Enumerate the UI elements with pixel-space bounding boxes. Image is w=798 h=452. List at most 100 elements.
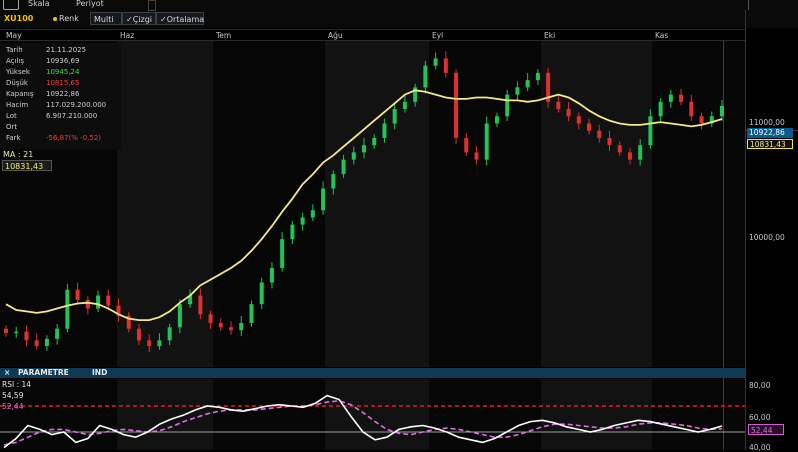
info-value: 6.907.210.000 (46, 112, 98, 120)
rsi-tag: 52,44 (748, 424, 784, 435)
ma-line (5, 89, 723, 322)
multi-button[interactable]: Multi (90, 12, 122, 25)
candle-body (229, 327, 234, 331)
candle-body (709, 116, 714, 124)
candle-body (607, 137, 612, 146)
info-value: 117.029.200.000 (46, 101, 107, 109)
candle-body (218, 322, 223, 328)
month-band (325, 379, 429, 450)
candle-body (177, 304, 182, 328)
candle-body (474, 152, 479, 160)
ma-price-tag: 10831,43 (747, 139, 793, 149)
last-price-tag: 10922,86 (747, 128, 793, 138)
candle-body (566, 109, 571, 117)
candle-body (546, 72, 551, 102)
info-value: 10815,65 (46, 79, 80, 87)
rsi-value: 54,59 (2, 391, 24, 400)
candle-body (290, 224, 295, 240)
close-icon[interactable]: × (4, 368, 11, 377)
info-value: 10936,69 (46, 57, 80, 65)
candle-body (157, 340, 162, 347)
candle-body (280, 239, 285, 269)
month-band (541, 41, 652, 367)
candle-body (392, 109, 397, 124)
candle-body (362, 145, 366, 153)
month-label: Eki (544, 31, 556, 40)
candle-body (65, 289, 70, 329)
candle-body (331, 174, 336, 189)
rsi-ma-line (3, 399, 723, 446)
candle-body (433, 58, 438, 66)
candle-body (106, 295, 111, 306)
indicator-panel-header: × PARAMETRE IND (0, 368, 745, 378)
month-label: May (6, 31, 22, 40)
candle-body (638, 145, 643, 160)
candle-body (116, 305, 121, 316)
month-band (541, 379, 652, 450)
save-icon[interactable] (3, 0, 19, 10)
check-icon: ✓ (126, 15, 133, 24)
candle-body (679, 94, 684, 102)
candle-body (556, 101, 561, 110)
month-band (429, 379, 541, 450)
month-band (213, 379, 325, 450)
rsi-axis-label: 40,00 (749, 443, 771, 452)
symbol-label[interactable]: XU100 (4, 14, 34, 23)
price-axis-label: 10000,00 (749, 233, 785, 242)
candle-body (699, 116, 704, 124)
month-label: Tem (216, 31, 232, 40)
candle-body (372, 137, 377, 146)
parameter-tab[interactable]: PARAMETRE (18, 368, 69, 377)
candle-body (402, 101, 407, 110)
candle-body (535, 72, 540, 81)
month-band (429, 41, 541, 367)
ohlc-info-box: Tarih 21.11.2025 Açılış 10936,69 Yüksek 109… (0, 43, 121, 149)
month-band (325, 41, 429, 367)
color-button[interactable]: Renk (50, 12, 86, 25)
info-value: -56,87(% -0,52) (46, 134, 102, 142)
candle-body (597, 130, 602, 138)
rsi-ma-value: 52,44 (2, 402, 24, 411)
rsi-axis-label: 80,00 (749, 381, 771, 390)
info-label: Tarih (6, 46, 23, 54)
info-label: Fark (6, 134, 21, 142)
ind-tab[interactable]: IND (92, 368, 108, 377)
average-button[interactable]: ✓Ortalama (156, 12, 204, 25)
info-label: Kapanış (6, 90, 34, 98)
candle-body (648, 116, 653, 146)
month-label: Haz (120, 31, 135, 40)
candle-body (587, 123, 592, 131)
info-value: 10922,86 (46, 90, 80, 98)
info-label: Ort (6, 123, 18, 131)
candle-body (423, 65, 428, 88)
candle-body (515, 87, 520, 95)
line-button[interactable]: ✓Çizgi (122, 12, 156, 25)
candle-body (239, 322, 244, 331)
candle-body (464, 137, 469, 153)
candle-body (44, 338, 49, 347)
candle-body (720, 105, 724, 117)
candle-body (617, 145, 622, 153)
info-label: Lot (6, 112, 17, 120)
candle-body (525, 80, 530, 88)
period-button[interactable]: Periyot (76, 0, 104, 8)
candle-body (351, 152, 356, 160)
rsi-label: RSI : 14 (2, 380, 32, 389)
candle-body (96, 295, 101, 309)
info-label: Hacim (6, 101, 29, 109)
separator (748, 0, 749, 10)
candle-body (198, 295, 203, 315)
month-label: Ağu (328, 31, 343, 40)
info-label: Düşük (6, 79, 28, 87)
month-band (652, 379, 745, 450)
month-band (117, 41, 213, 367)
month-band (117, 379, 213, 450)
scale-button[interactable]: Skala (28, 0, 50, 8)
candle-body (668, 94, 673, 102)
candle-body (75, 289, 80, 300)
candle-body (300, 217, 305, 225)
candle-body (249, 304, 254, 323)
candle-body (627, 152, 632, 160)
month-band (213, 41, 325, 367)
